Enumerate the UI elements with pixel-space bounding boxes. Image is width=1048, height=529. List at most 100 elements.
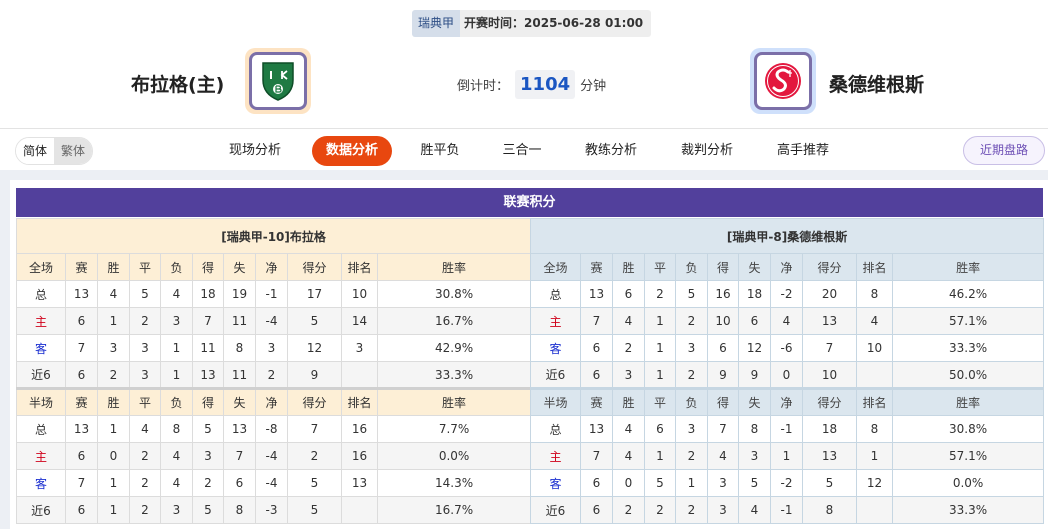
shield-logo-icon (262, 62, 294, 101)
cell: -8 (255, 415, 288, 443)
cell: 2 (675, 496, 708, 524)
cell: 12 (287, 334, 342, 362)
table-row: 主 6 1 2 3 7 11 -4 5 14 16.7% (16, 307, 532, 335)
half-header-row: 半场赛胜平负得失净得分 排名 胜率 (530, 387, 1045, 416)
team-standings-title: [瑞典甲-8]桑德维根斯 (529, 218, 1045, 254)
row-label: 主 (16, 442, 66, 470)
column-header: 负 (675, 387, 708, 416)
cell: 30.8% (891, 415, 1045, 443)
cell: 7 (707, 415, 739, 443)
cell: 8 (223, 496, 256, 524)
row-label: 近6 (16, 361, 66, 389)
cell: 5 (644, 469, 676, 497)
cell: 6 (707, 334, 739, 362)
table-row: 客 7 1 2 4 2 6 -4 5 13 14.3% (16, 469, 532, 497)
cell: 13 (65, 280, 98, 308)
cell: 3 (738, 442, 771, 470)
lang-simplified[interactable]: 简体 (16, 138, 55, 164)
cell: 1 (675, 469, 708, 497)
tab-coach-analysis[interactable]: 教练分析 (584, 143, 638, 158)
cell: 33.3% (891, 496, 1045, 524)
cell: 10 (802, 361, 857, 389)
table-row: 客 7 3 3 1 11 8 3 12 3 42.9% (16, 334, 532, 362)
row-label: 客 (530, 334, 581, 362)
table-row: 近6 6 3 1 2 9 9 0 10 50.0% (530, 361, 1045, 389)
cell: 30.8% (376, 280, 532, 308)
recent-handicap-button[interactable]: 近期盘路 (963, 136, 1045, 165)
cell: 9 (287, 361, 342, 389)
table-row: 总 13 6 2 5 16 18 -2 20 8 46.2% (530, 280, 1045, 308)
cell: 5 (287, 496, 342, 524)
cell: 7 (65, 334, 98, 362)
cell: 33.3% (891, 334, 1045, 362)
table-row: 主 7 4 1 2 4 3 1 13 1 57.1% (530, 442, 1045, 470)
tab-referee-analysis[interactable]: 裁判分析 (680, 143, 734, 158)
column-header: 净 (770, 387, 803, 416)
cell: 3 (612, 361, 645, 389)
cell: 7.7% (376, 415, 532, 443)
cell: 12 (856, 469, 893, 497)
cell: 50.0% (891, 361, 1045, 389)
column-header: 得分 (287, 387, 342, 416)
cell: 4 (707, 442, 739, 470)
cell: 1 (160, 334, 193, 362)
tab-data-analysis[interactable]: 数据分析 (311, 136, 393, 166)
column-header: 得 (707, 253, 739, 281)
column-header: 赛 (580, 253, 613, 281)
cell: 13 (223, 415, 256, 443)
away-team-name[interactable]: 桑德维根斯 (829, 74, 925, 96)
cell: 7 (287, 415, 342, 443)
cell: -1 (770, 496, 803, 524)
away-standings-table: [瑞典甲-8]桑德维根斯 全场赛胜平负得失净得分 排名 胜率总 13 6 2 5 16 18 -2 2… (529, 218, 1045, 524)
home-team-name[interactable]: 布拉格(主) (131, 74, 225, 96)
column-header: 净 (255, 387, 288, 416)
column-header: 胜率 (376, 253, 532, 281)
cell: 11 (223, 307, 256, 335)
column-header: 失 (223, 253, 256, 281)
language-toggle[interactable]: 简体 繁体 (15, 137, 94, 165)
cell: 20 (802, 280, 857, 308)
cell: 16.7% (376, 307, 532, 335)
cell: 8 (856, 280, 893, 308)
column-header: 排名 (341, 387, 378, 416)
full-header-row: 全场赛胜平负得失净得分 排名 胜率 (16, 253, 532, 281)
tab-win-draw-loss[interactable]: 胜平负 (420, 143, 460, 158)
cell: 9 (738, 361, 771, 389)
column-header: 赛 (65, 387, 98, 416)
cell: 7 (580, 307, 613, 335)
cell: 2 (612, 496, 645, 524)
cell: 8 (738, 415, 771, 443)
cell: 6 (580, 469, 613, 497)
cell: 57.1% (891, 442, 1045, 470)
cell: 13 (580, 280, 613, 308)
cell: 3 (160, 496, 193, 524)
column-header: 胜 (97, 253, 130, 281)
cell: 2 (129, 442, 161, 470)
cell: 3 (675, 415, 708, 443)
cell: 11 (223, 361, 256, 389)
column-header: 胜率 (376, 387, 532, 416)
home-team-logo[interactable] (245, 48, 311, 114)
cell: 2 (129, 469, 161, 497)
league-label[interactable]: 瑞典甲 (412, 10, 461, 37)
column-header: 胜率 (891, 253, 1045, 281)
cell: -4 (255, 442, 288, 470)
cell: 5 (192, 496, 224, 524)
cell: 4 (612, 415, 645, 443)
column-header: 排名 (856, 387, 893, 416)
cell: 0.0% (891, 469, 1045, 497)
tab-three-in-one[interactable]: 三合一 (502, 143, 542, 158)
cell: 4 (770, 307, 803, 335)
cell: 16 (707, 280, 739, 308)
tab-expert-picks[interactable]: 高手推荐 (776, 143, 830, 158)
cell: 4 (612, 442, 645, 470)
tab-live-analysis[interactable]: 现场分析 (228, 143, 282, 158)
cell: 6 (223, 469, 256, 497)
cell: 10 (707, 307, 739, 335)
away-team-logo[interactable] (750, 48, 816, 114)
period-label: 半场 (530, 387, 581, 416)
lang-traditional[interactable]: 繁体 (54, 138, 93, 164)
cell: 0.0% (376, 442, 532, 470)
row-label: 总 (16, 415, 66, 443)
column-header: 净 (255, 253, 288, 281)
